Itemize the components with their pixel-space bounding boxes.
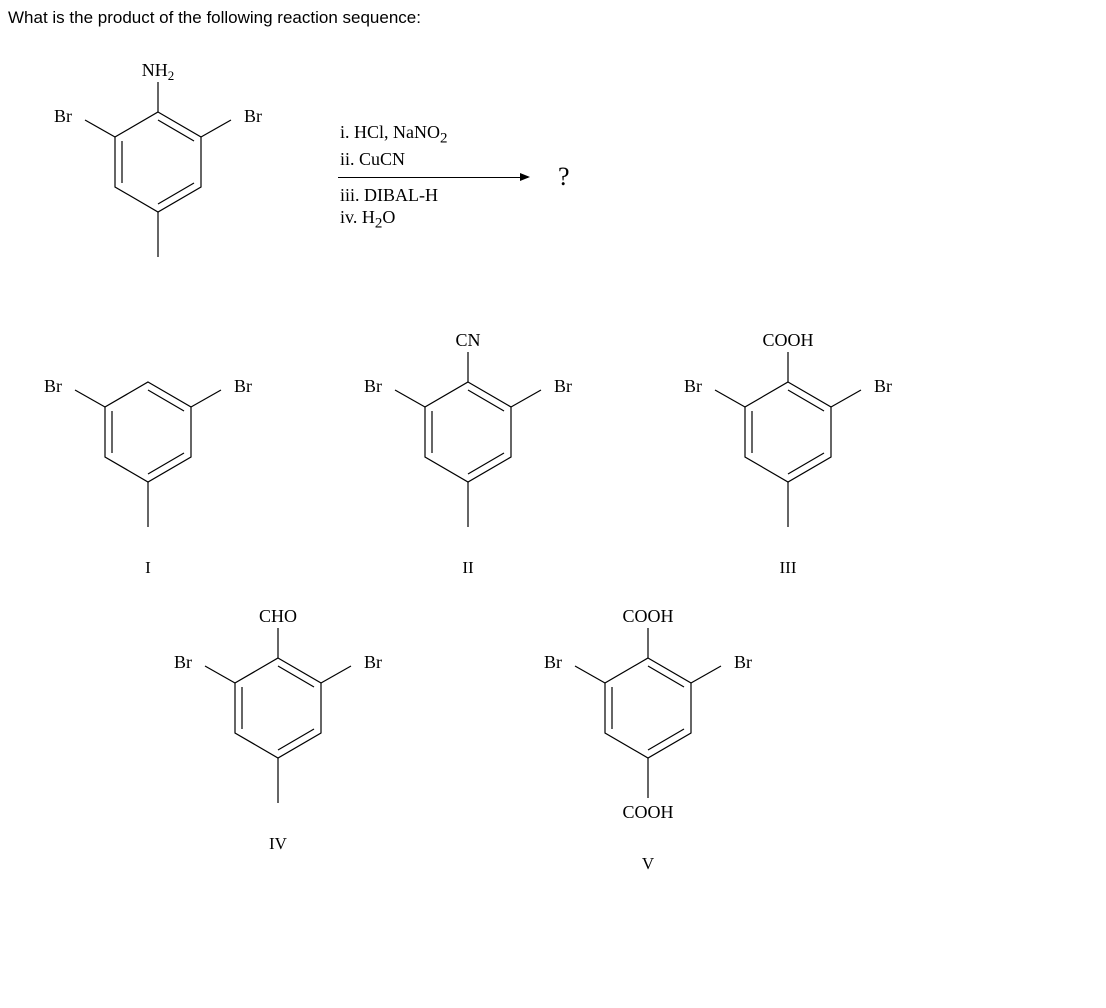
option-IV: CHO Br Br IV bbox=[148, 598, 408, 874]
svg-text:COOH: COOH bbox=[622, 802, 673, 822]
svg-text:NH2: NH2 bbox=[142, 60, 175, 83]
svg-text:Br: Br bbox=[554, 376, 572, 396]
option-label: III bbox=[658, 558, 918, 578]
svg-text:Br: Br bbox=[364, 376, 382, 396]
question-text: What is the product of the following rea… bbox=[8, 8, 1098, 28]
svg-text:Br: Br bbox=[684, 376, 702, 396]
option-III: COOH Br Br III bbox=[658, 322, 918, 578]
svg-text:Br: Br bbox=[874, 376, 892, 396]
reaction-scheme: NH2 Br Br i. HCl, NaNO2 ii. CuCN iii. DI… bbox=[28, 32, 1098, 292]
option-label: IV bbox=[148, 834, 408, 854]
svg-text:Br: Br bbox=[544, 652, 562, 672]
reaction-arrow: i. HCl, NaNO2 ii. CuCN iii. DIBAL-H iv. … bbox=[338, 121, 528, 234]
svg-text:COOH: COOH bbox=[622, 606, 673, 626]
option-II: CN Br Br II bbox=[338, 322, 598, 578]
option-label: II bbox=[338, 558, 598, 578]
product-placeholder: ? bbox=[558, 162, 570, 192]
svg-text:Br: Br bbox=[44, 376, 62, 396]
svg-text:Br: Br bbox=[174, 652, 192, 672]
svg-text:CN: CN bbox=[455, 330, 480, 350]
options-row-2: CHO Br Br IV COOH Br Br COOH V bbox=[148, 598, 1098, 874]
svg-text:Br: Br bbox=[364, 652, 382, 672]
svg-text:CHO: CHO bbox=[259, 606, 297, 626]
svg-text:Br: Br bbox=[54, 106, 72, 126]
option-label: V bbox=[518, 854, 778, 874]
svg-text:Br: Br bbox=[734, 652, 752, 672]
svg-text:Br: Br bbox=[234, 376, 252, 396]
arrow-line bbox=[338, 177, 528, 178]
svg-text:Br: Br bbox=[244, 106, 262, 126]
starting-material: NH2 Br Br bbox=[28, 32, 288, 292]
molecule-svg: NH2 Br Br bbox=[28, 32, 288, 292]
option-label: I bbox=[18, 558, 278, 578]
option-I: Br Br I bbox=[18, 322, 278, 578]
options-row-1: Br Br I CN Br Br II bbox=[18, 322, 1098, 578]
svg-text:COOH: COOH bbox=[762, 330, 813, 350]
option-V: COOH Br Br COOH V bbox=[518, 598, 778, 874]
